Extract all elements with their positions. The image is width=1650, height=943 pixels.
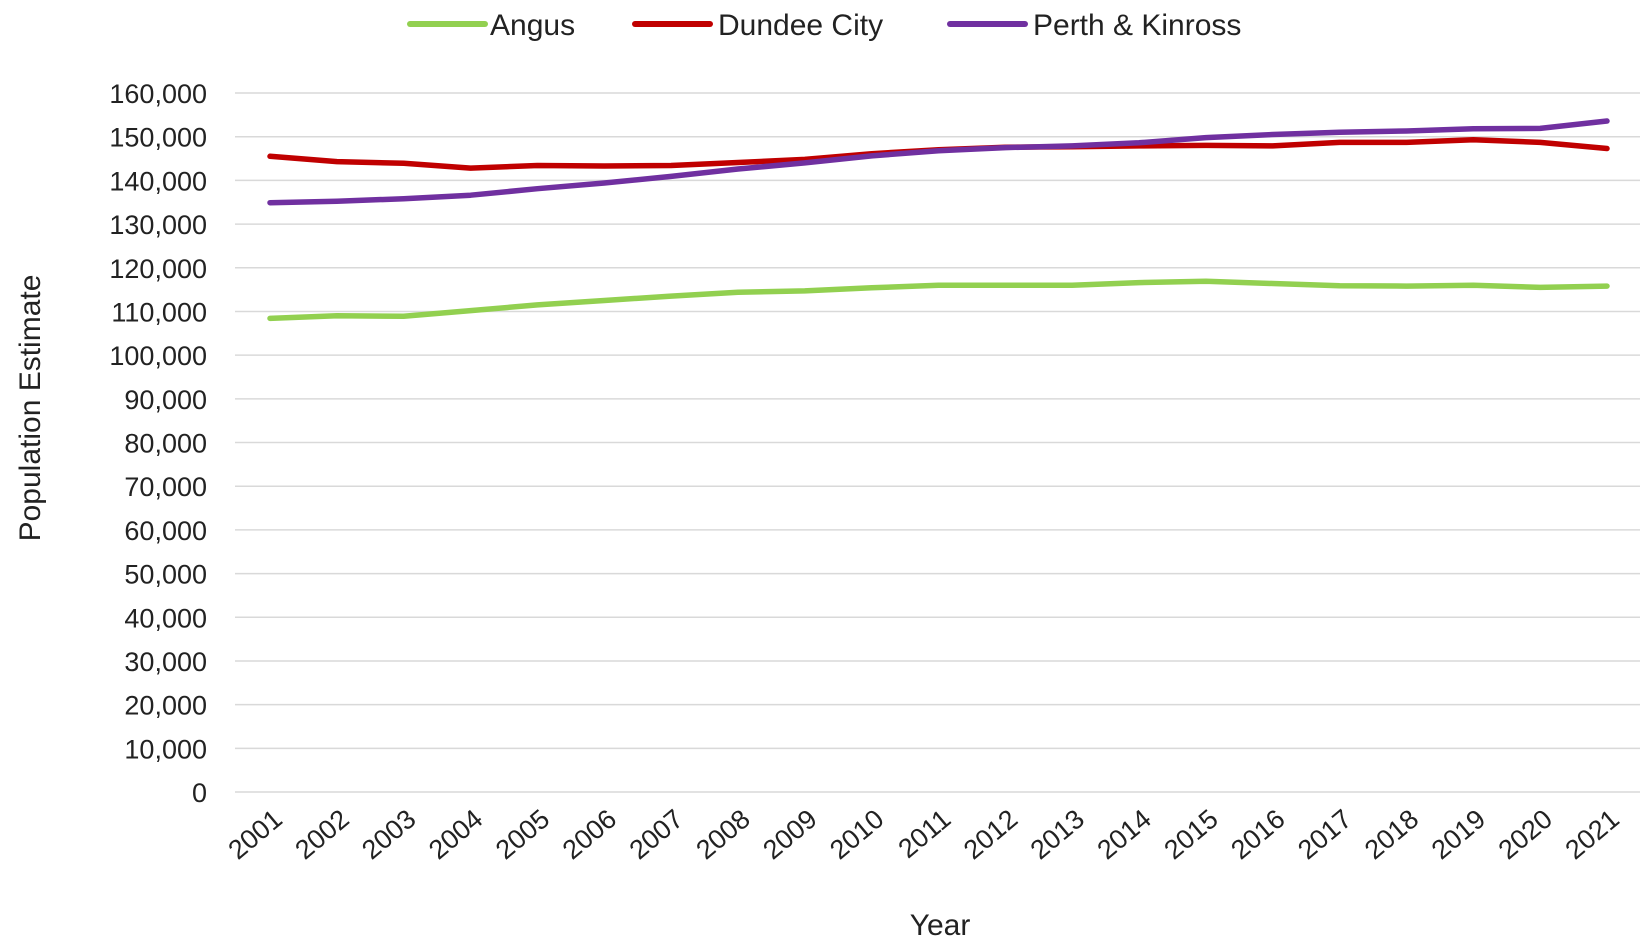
y-tick-label: 30,000 xyxy=(124,647,207,677)
y-tick-label: 90,000 xyxy=(124,385,207,415)
y-tick-label: 20,000 xyxy=(124,691,207,721)
series-line-perth-kinross xyxy=(267,118,1610,206)
x-tick-label: 2015 xyxy=(1158,804,1223,866)
x-tick-label: 2016 xyxy=(1225,804,1290,866)
x-tick-label: 2020 xyxy=(1493,804,1558,866)
x-tick-label: 2019 xyxy=(1426,804,1491,866)
y-tick-label: 50,000 xyxy=(124,560,207,590)
x-tick-label: 2001 xyxy=(223,804,288,866)
legend-label-angus: Angus xyxy=(490,9,575,42)
y-tick-label: 60,000 xyxy=(124,516,207,546)
x-axis-tick-labels: 2001 2002 2003 2004 2005 2006 2007 2008 2009 2010… xyxy=(223,804,1625,866)
x-axis-title: Year xyxy=(910,909,971,942)
x-tick-label: 2018 xyxy=(1359,804,1424,866)
y-tick-label: 40,000 xyxy=(124,603,207,633)
series-line-angus xyxy=(267,278,1610,322)
y-tick-label: 70,000 xyxy=(124,472,207,502)
x-tick-label: 2002 xyxy=(289,804,354,866)
x-tick-label: 2009 xyxy=(757,804,822,866)
x-tick-label: 2013 xyxy=(1025,804,1090,866)
x-tick-label: 2007 xyxy=(624,804,689,866)
x-tick-label: 2014 xyxy=(1092,804,1157,866)
x-tick-label: 2004 xyxy=(423,804,488,866)
x-tick-label: 2006 xyxy=(557,804,622,866)
x-tick-label: 2012 xyxy=(958,804,1023,866)
y-tick-label: 0 xyxy=(192,778,207,808)
x-tick-label: 2010 xyxy=(824,804,889,866)
x-tick-label: 2021 xyxy=(1560,804,1625,866)
y-axis-tick-labels: 0 10,000 20,000 30,000 40,000 50,000 60,000 70,… xyxy=(109,79,207,808)
legend-label-dundee-city: Dundee City xyxy=(718,9,883,42)
x-tick-label: 2017 xyxy=(1292,804,1357,866)
series-line-dundee-city xyxy=(267,136,1610,171)
series-lines xyxy=(267,118,1610,322)
x-tick-label: 2003 xyxy=(356,804,421,866)
y-tick-label: 100,000 xyxy=(109,341,207,371)
y-tick-label: 80,000 xyxy=(124,429,207,459)
legend: Angus Dundee City Perth & Kinross xyxy=(407,9,1241,42)
y-tick-label: 150,000 xyxy=(109,123,207,153)
x-tick-label: 2008 xyxy=(691,804,756,866)
y-tick-label: 110,000 xyxy=(111,297,207,327)
y-tick-label: 130,000 xyxy=(109,210,207,240)
y-tick-label: 160,000 xyxy=(109,79,207,109)
x-tick-label: 2011 xyxy=(893,804,957,864)
y-tick-label: 120,000 xyxy=(109,254,207,284)
y-tick-label: 140,000 xyxy=(109,166,207,196)
x-tick-label: 2005 xyxy=(490,804,555,866)
legend-label-perth-kinross: Perth & Kinross xyxy=(1033,9,1241,42)
y-axis-title: Population Estimate xyxy=(14,275,47,542)
y-tick-label: 10,000 xyxy=(124,734,207,764)
